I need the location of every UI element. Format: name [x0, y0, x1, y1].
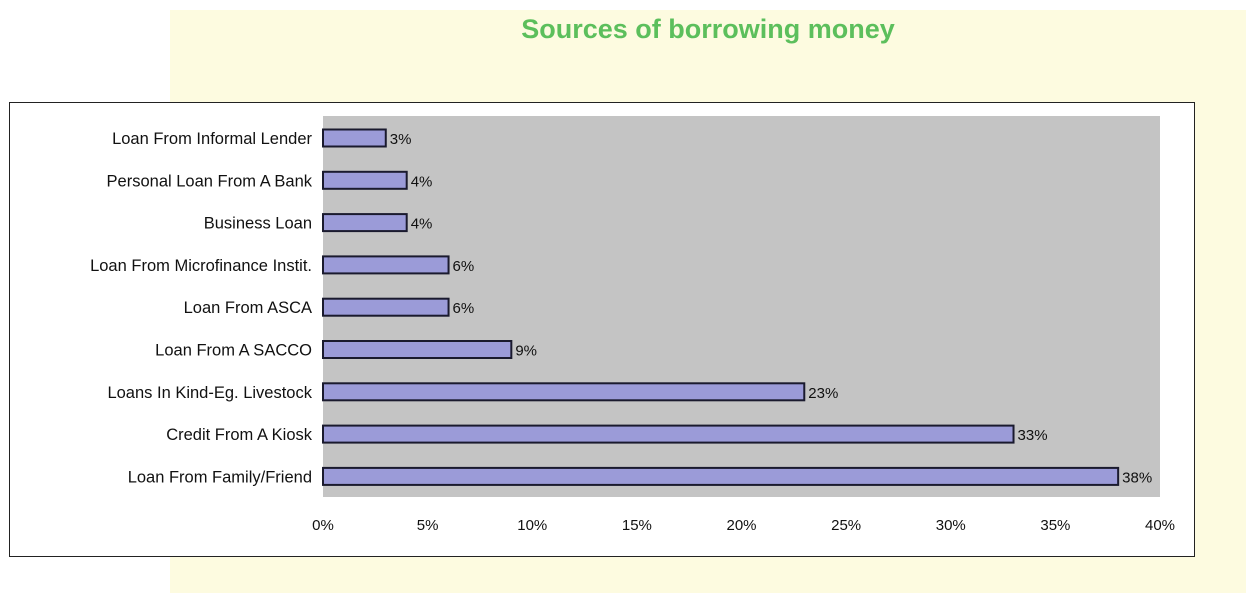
category-labels: Loan From Informal Lender Personal Loan F… [90, 130, 313, 486]
category-label: Loan From Microfinance Instit. [90, 257, 312, 275]
category-label: Loan From Family/Friend [128, 468, 312, 486]
x-tick-label: 20% [726, 517, 756, 534]
data-label: 3% [390, 131, 412, 148]
x-tick-label: 35% [1040, 517, 1070, 534]
bar [322, 340, 513, 359]
category-label: Loan From A SACCO [155, 342, 312, 360]
category-label: Business Loan [204, 215, 312, 233]
data-label: 23% [808, 385, 838, 402]
category-label: Loan From ASCA [184, 299, 312, 317]
data-label: 9% [515, 343, 537, 360]
bars-group [322, 128, 1120, 486]
bar [322, 382, 806, 402]
data-label: 33% [1018, 427, 1048, 444]
x-tick-label: 10% [517, 517, 547, 534]
bar [322, 128, 387, 148]
data-label: 4% [411, 173, 433, 190]
value-labels: 3% 4% 4% 6% 6% 9% 23% 33% 38% [390, 131, 1152, 486]
x-tick-label: 15% [622, 517, 652, 534]
bar [322, 255, 450, 275]
data-label: 4% [411, 216, 433, 233]
bar [322, 466, 1120, 486]
x-tick-label: 40% [1145, 517, 1175, 534]
x-tick-label: 0% [312, 517, 334, 534]
data-label: 6% [453, 258, 475, 275]
bar [322, 213, 408, 233]
chart-title: Sources of borrowing money [521, 14, 895, 44]
category-label: Personal Loan From A Bank [107, 172, 313, 190]
x-tick-label: 25% [831, 517, 861, 534]
category-label: Loans In Kind-Eg. Livestock [107, 384, 312, 402]
bar [322, 424, 1015, 444]
x-tick-label: 5% [417, 517, 439, 534]
data-label: 6% [453, 300, 475, 317]
bar [322, 170, 408, 190]
x-tick-label: 30% [936, 517, 966, 534]
category-label: Credit From A Kiosk [166, 426, 313, 444]
category-label: Loan From Informal Lender [112, 130, 312, 148]
bar [322, 297, 450, 317]
x-axis-ticks: 0% 5% 10% 15% 20% 25% 30% 35% 40% [312, 517, 1175, 534]
data-label: 38% [1122, 469, 1152, 486]
